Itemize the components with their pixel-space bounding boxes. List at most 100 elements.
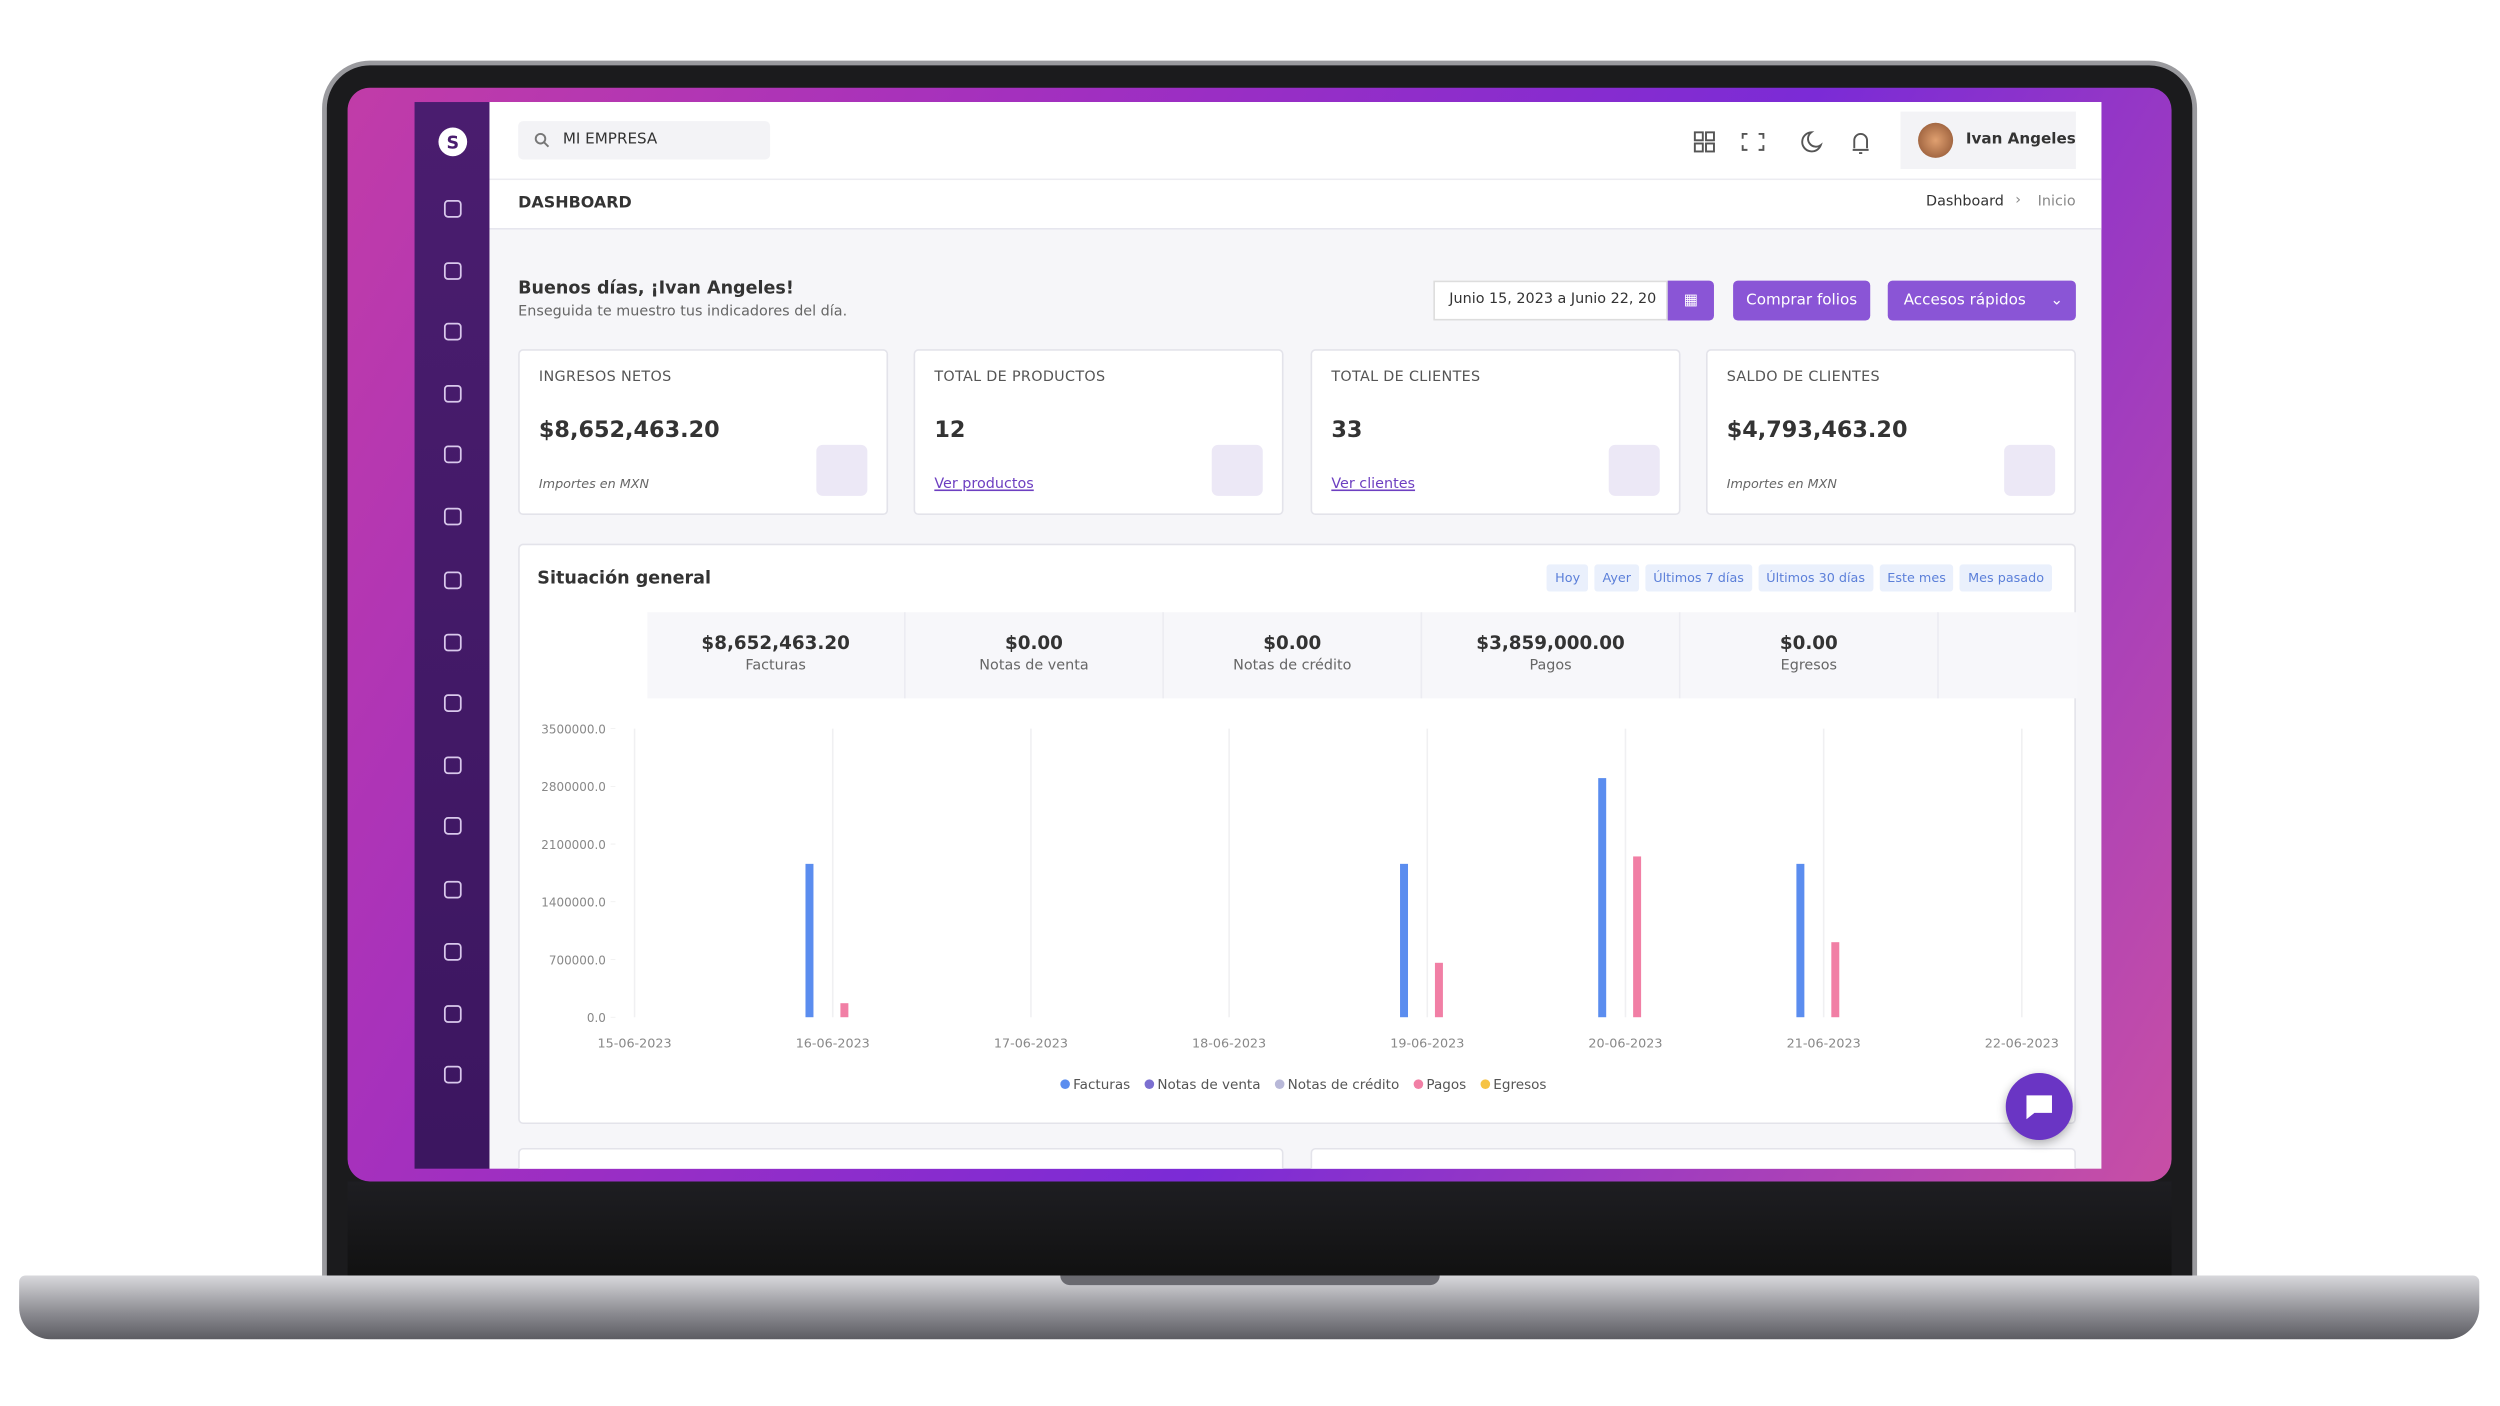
- legend-label[interactable]: Pagos: [1426, 1077, 1466, 1093]
- user-name: Ivan Angeles: [1965, 130, 2076, 149]
- calendar-button[interactable]: ▦: [1667, 280, 1714, 321]
- filter[interactable]: Este mes: [1879, 564, 1954, 592]
- buy-button[interactable]: Comprar folios: [1733, 280, 1871, 321]
- total-label: Pagos: [1529, 658, 1572, 675]
- filter[interactable]: Mes pasado: [1960, 564, 2052, 592]
- bar: [1434, 962, 1443, 1018]
- apps-icon[interactable]: [1693, 131, 1704, 142]
- greeting-subtitle: Enseguida te muestro tus indicadores del…: [518, 304, 848, 321]
- sidebar-icon[interactable]: [443, 756, 462, 775]
- sidebar: S: [414, 102, 490, 1169]
- card-icon: [1211, 444, 1263, 496]
- laptop-base: [19, 1275, 2480, 1340]
- sidebar-icon[interactable]: [443, 633, 462, 652]
- card-note: Importes en MXN: [1726, 476, 1837, 492]
- card: TOTAL DE PRODUCTOS 12 Ver productos: [913, 349, 1284, 515]
- total: $8,652,463.20 Facturas: [647, 612, 906, 699]
- x-tick-label: 19-06-2023: [1390, 1037, 1464, 1052]
- card-note: Importes en MXN: [538, 476, 650, 492]
- greeting: Buenos días, ¡Ivan Angeles!: [518, 277, 794, 299]
- quick-access-label: Accesos rápidos: [1903, 291, 2026, 310]
- sidebar-icon[interactable]: [443, 694, 462, 712]
- card-link[interactable]: Ver productos: [934, 476, 1034, 493]
- x-tick-label: 20-06-2023: [1588, 1037, 1662, 1052]
- total-value: $8,652,463.20: [701, 631, 850, 654]
- sidebar-icon[interactable]: [443, 1065, 462, 1084]
- filter[interactable]: Últimos 7 días: [1645, 564, 1752, 592]
- filter[interactable]: Últimos 30 días: [1758, 564, 1873, 592]
- chat-button[interactable]: [2005, 1073, 2073, 1140]
- total-value: $0.00: [1004, 631, 1063, 654]
- total-label: Notas de crédito: [1233, 658, 1352, 675]
- sidebar-icon[interactable]: [443, 817, 462, 835]
- legend-label[interactable]: Egresos: [1493, 1077, 1546, 1093]
- breadcrumb: Inicio: [2037, 194, 2076, 211]
- card-icon: [1608, 444, 1660, 496]
- bar: [1633, 856, 1642, 1018]
- bell-icon[interactable]: [1852, 132, 1869, 155]
- x-tick-label: 21-06-2023: [1787, 1037, 1861, 1052]
- total-label: Egresos: [1780, 658, 1837, 675]
- y-tick-label: 3500000.0: [541, 722, 606, 736]
- breadcrumb[interactable]: Dashboard: [1926, 194, 2004, 211]
- panel: [518, 1147, 1284, 1169]
- sidebar-icons: S: [438, 127, 468, 1084]
- card: SALDO DE CLIENTES $4,793,463.20 Importes…: [1705, 349, 2076, 515]
- filter[interactable]: Ayer: [1594, 564, 1639, 592]
- sidebar-icon[interactable]: [443, 200, 462, 218]
- summary-panel: Situación general Hoy Ayer Últimos 7 días Ú…: [518, 543, 2078, 1125]
- y-tick-label: 1400000.0: [541, 896, 606, 910]
- legend-dot: [1413, 1079, 1424, 1089]
- sidebar-icon[interactable]: [443, 322, 462, 341]
- legend-dot: [1274, 1079, 1285, 1089]
- sidebar-icon[interactable]: [443, 262, 462, 280]
- total-label: Facturas: [745, 658, 806, 675]
- bar: [805, 863, 814, 1018]
- laptop-notch: [1060, 1275, 1440, 1286]
- breadcrumb-separator: ›: [2015, 192, 2022, 209]
- search-box[interactable]: MI EMPRESA: [518, 121, 771, 160]
- total-value: $0.00: [1779, 631, 1838, 654]
- card-label: TOTAL DE CLIENTES: [1331, 369, 1481, 386]
- y-tick-label: 0.0: [587, 1011, 606, 1025]
- legend-dot: [1480, 1079, 1491, 1089]
- legend-label[interactable]: Notas de venta: [1157, 1077, 1260, 1093]
- sidebar-icon[interactable]: [443, 571, 462, 590]
- search-text: MI EMPRESA: [562, 130, 658, 149]
- sidebar-icon[interactable]: [443, 943, 462, 961]
- sidebar-icon[interactable]: [443, 880, 462, 899]
- y-tick-label: 700000.0: [549, 953, 606, 967]
- topbar-icons: [1693, 131, 1869, 155]
- legend-label[interactable]: Facturas: [1073, 1077, 1130, 1093]
- bar: [1796, 863, 1805, 1018]
- logo[interactable]: [438, 127, 468, 157]
- filter[interactable]: Hoy: [1547, 564, 1589, 592]
- total-label: Notas de venta: [979, 658, 1089, 675]
- x-tick-label: 16-06-2023: [796, 1037, 870, 1052]
- theme-icon[interactable]: [1801, 131, 1823, 153]
- quick-access-button[interactable]: Accesos rápidos ⌄: [1887, 280, 2076, 321]
- user-menu[interactable]: Ivan Angeles: [1900, 111, 2076, 170]
- sidebar-icon[interactable]: [443, 1005, 462, 1023]
- total: $0.00 Notas de venta: [906, 612, 1164, 699]
- card-label: SALDO DE CLIENTES: [1726, 369, 1880, 386]
- legend: Facturas Notas de venta Notas de crédito Pa…: [1060, 1077, 1546, 1093]
- sidebar-icon[interactable]: [443, 507, 462, 526]
- total-value: $0.00: [1263, 631, 1322, 654]
- sidebar-icon[interactable]: [443, 445, 462, 464]
- avatar: [1918, 122, 1954, 158]
- fullscreen-icon[interactable]: [1741, 132, 1765, 151]
- panel: [1310, 1147, 2076, 1169]
- legend-label[interactable]: Notas de crédito: [1288, 1077, 1400, 1093]
- x-tick-label: 15-06-2023: [598, 1037, 672, 1052]
- date-range[interactable]: Junio 15, 2023 a Junio 22, 20: [1433, 280, 1668, 321]
- dropdown-caret: ⌄: [2050, 291, 2064, 310]
- card-label: TOTAL DE PRODUCTOS: [934, 369, 1106, 386]
- y-tick-label: 2800000.0: [541, 780, 606, 794]
- card-link[interactable]: Ver clientes: [1331, 476, 1416, 493]
- sidebar-icon[interactable]: [443, 384, 462, 403]
- x-tick-label: 22-06-2023: [1985, 1037, 2059, 1052]
- totals-row: $8,652,463.20 Facturas $0.00 Notas de venta…: [647, 612, 2078, 699]
